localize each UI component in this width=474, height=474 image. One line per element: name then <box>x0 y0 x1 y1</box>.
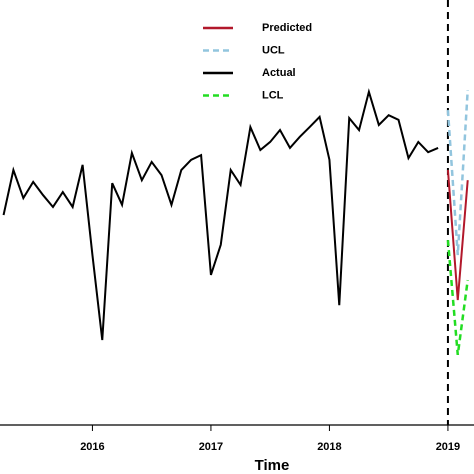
legend-label: UCL <box>262 44 285 56</box>
x-tick-label: 2019 <box>436 441 460 453</box>
legend: Predicted UCL Actual LCL <box>203 22 312 101</box>
series-line <box>446 240 469 356</box>
legend-label: LCL <box>262 89 284 101</box>
legend-label: Predicted <box>262 22 312 34</box>
x-tick-label: 2017 <box>199 441 223 453</box>
series-line <box>2 88 439 341</box>
x-axis-label: Time <box>255 457 290 474</box>
series-line <box>446 90 469 256</box>
x-tick-label: 2018 <box>317 441 341 453</box>
plot-area <box>2 0 469 425</box>
legend-label: Actual <box>262 67 296 79</box>
series-line <box>446 169 469 301</box>
x-tick-label: 2016 <box>80 441 104 453</box>
